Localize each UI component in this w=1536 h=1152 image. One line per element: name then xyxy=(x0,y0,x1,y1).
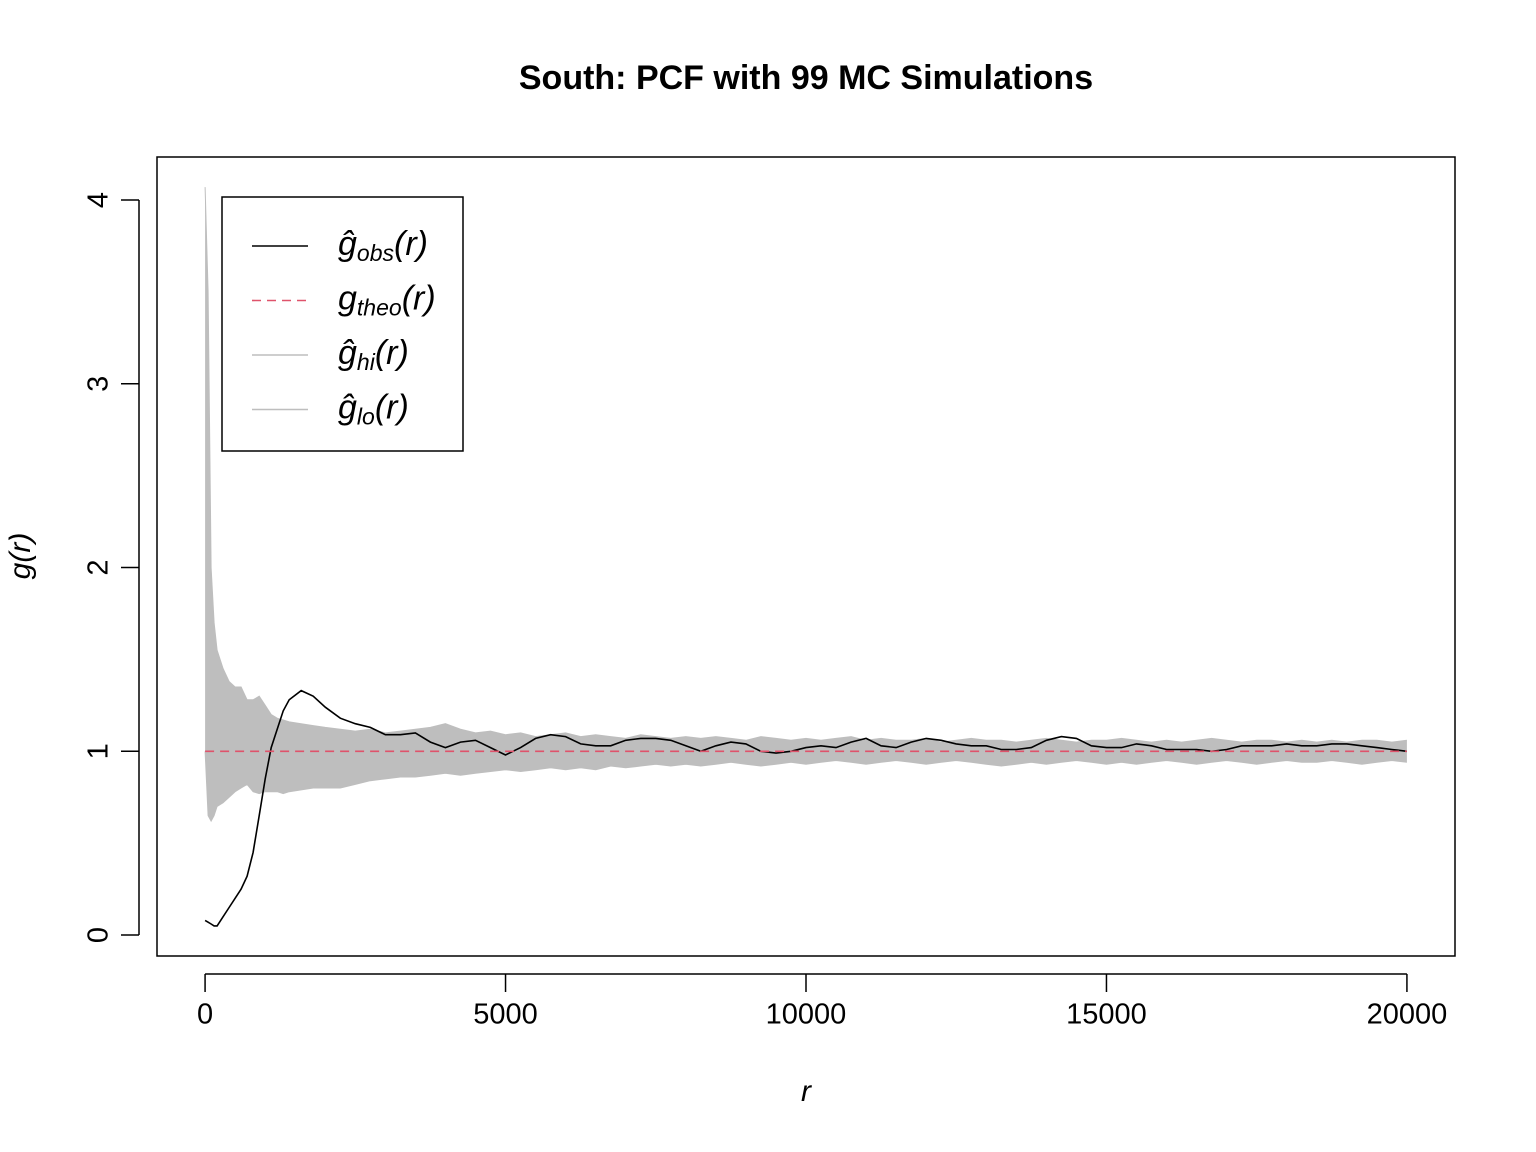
y-tick-label: 4 xyxy=(83,192,115,208)
y-tick-label: 0 xyxy=(83,927,115,943)
x-tick-label: 20000 xyxy=(1367,999,1448,1031)
x-tick-label: 5000 xyxy=(473,999,538,1031)
x-tick-label: 0 xyxy=(197,999,213,1031)
series-line xyxy=(204,751,1407,823)
legend-label: ĝobs(r) xyxy=(338,225,428,266)
x-tick-label: 15000 xyxy=(1066,999,1147,1031)
series-line xyxy=(204,187,1407,743)
legend-label: ĝlo(r) xyxy=(338,388,409,429)
chart-title: South: PCF with 99 MC Simulations xyxy=(519,59,1093,97)
series-line xyxy=(204,689,1407,927)
legend-label: gtheo(r) xyxy=(338,279,436,320)
y-tick-label: 2 xyxy=(83,559,115,575)
y-tick-label: 1 xyxy=(83,743,115,759)
plot-frame xyxy=(156,156,1456,957)
legend-box xyxy=(221,196,464,452)
y-axis-label: g(r) xyxy=(4,533,37,580)
x-axis-label: r xyxy=(801,1075,812,1108)
legend-label: ĝhi(r) xyxy=(338,334,409,375)
envelope-band xyxy=(205,187,1407,822)
x-tick-label: 10000 xyxy=(766,999,847,1031)
y-tick-label: 3 xyxy=(83,376,115,392)
